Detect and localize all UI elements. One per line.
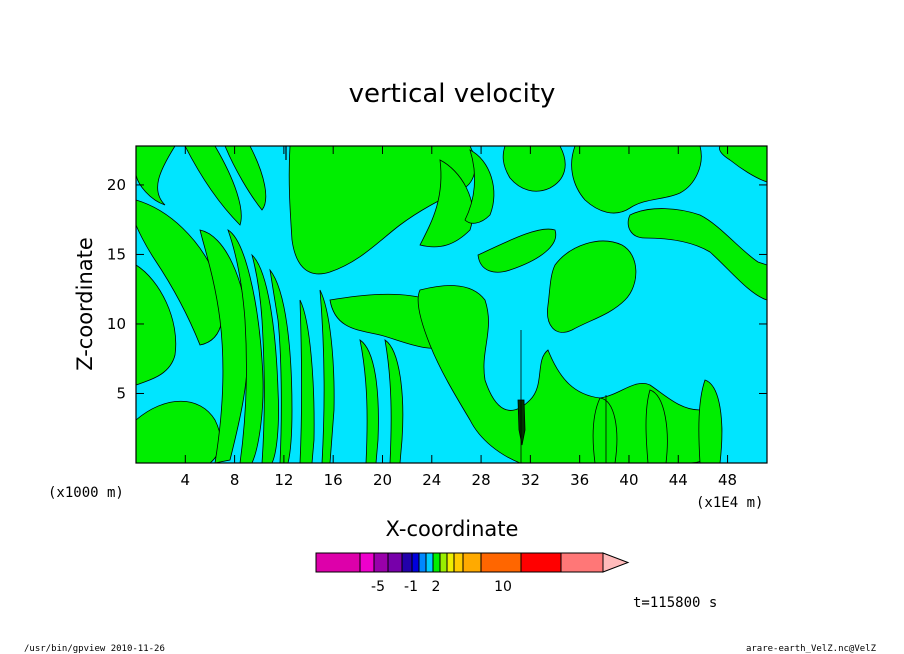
positive-velocity-region bbox=[547, 240, 637, 333]
y-axis: 5 10 15 20 bbox=[107, 176, 767, 402]
positive-velocity-region bbox=[136, 264, 177, 386]
colorbar-bin bbox=[387, 552, 403, 573]
colorbar-bin bbox=[401, 552, 413, 573]
positive-velocity-region bbox=[136, 199, 223, 346]
x-tick-label: 8 bbox=[230, 471, 240, 489]
positive-velocity-region bbox=[645, 389, 668, 463]
plume-core bbox=[517, 399, 526, 446]
x-unit-right: (x1E4 m) bbox=[696, 495, 763, 511]
colorbar-labels: -5 -1 2 10 bbox=[371, 579, 512, 595]
positive-velocity-region bbox=[464, 149, 495, 224]
y-tick-label: 5 bbox=[116, 384, 126, 402]
positive-velocity-region bbox=[227, 229, 264, 463]
positive-velocity-region bbox=[719, 146, 767, 183]
positive-velocity-region bbox=[136, 401, 221, 463]
colorbar-bin bbox=[439, 552, 448, 573]
plot-frame bbox=[135, 145, 768, 464]
colorbar-tick-label: -1 bbox=[404, 579, 418, 595]
positive-velocity-region bbox=[571, 146, 702, 214]
x-tick-label: 48 bbox=[718, 471, 737, 489]
positive-velocity-region bbox=[299, 299, 315, 463]
x-tick-label: 12 bbox=[274, 471, 293, 489]
x-tick-label: 32 bbox=[521, 471, 540, 489]
x-tick-label: 44 bbox=[669, 471, 688, 489]
colorbar-bin bbox=[446, 552, 455, 573]
plot-area bbox=[135, 145, 768, 464]
chart-title: vertical velocity bbox=[349, 79, 556, 109]
positive-velocity-region bbox=[224, 146, 267, 211]
footer-left: /usr/bin/gpview 2010-11-26 bbox=[24, 644, 165, 654]
colorbar-tick-label: 10 bbox=[494, 579, 512, 595]
time-label: t=115800 s bbox=[633, 595, 717, 611]
colorbar-bin bbox=[462, 552, 482, 573]
positive-velocity-region bbox=[592, 397, 618, 463]
positive-velocity-region bbox=[417, 285, 723, 463]
positive-velocity-region bbox=[384, 339, 404, 463]
colorbar-bin bbox=[418, 552, 427, 573]
positive-velocity-region bbox=[359, 339, 379, 463]
footer-right: arare-earth_VelZ.nc@VelZ bbox=[746, 644, 877, 654]
x-tick-label: 16 bbox=[324, 471, 343, 489]
positive-velocity-region bbox=[184, 146, 242, 226]
positive-velocity-region bbox=[251, 253, 279, 463]
positive-velocity-region bbox=[136, 146, 176, 206]
colorbar-bin bbox=[411, 552, 420, 573]
positive-velocity-region bbox=[627, 208, 767, 301]
colorbar bbox=[315, 552, 630, 573]
y-tick-label: 10 bbox=[107, 315, 126, 333]
colorbar-bin bbox=[315, 552, 361, 573]
x-axis-label: X-coordinate bbox=[386, 517, 519, 541]
colorbar-tick-label: 2 bbox=[432, 579, 441, 595]
colorbar-bin bbox=[425, 552, 434, 573]
positive-velocity-region bbox=[419, 159, 474, 248]
positive-velocity-region bbox=[477, 228, 557, 273]
y-tick-label: 15 bbox=[107, 245, 126, 263]
colorbar-tick-label: -5 bbox=[371, 579, 385, 595]
x-tick-label: 36 bbox=[570, 471, 589, 489]
y-tick-label: 20 bbox=[107, 176, 126, 194]
x-tick-label: 40 bbox=[619, 471, 638, 489]
colorbar-bin bbox=[373, 552, 389, 573]
colorbar-bin bbox=[432, 552, 441, 573]
colorbar-bin bbox=[359, 552, 375, 573]
x-tick-label: 20 bbox=[373, 471, 392, 489]
x-tick-label: 4 bbox=[181, 471, 191, 489]
contour-field bbox=[136, 146, 767, 463]
x-tick-label: 24 bbox=[422, 471, 441, 489]
y-axis-label: Z-coordinate bbox=[73, 237, 97, 371]
positive-velocity-region bbox=[269, 268, 293, 463]
positive-velocity-region bbox=[199, 229, 249, 463]
x-tick-label: 28 bbox=[472, 471, 491, 489]
x-axis: 4 8 12 16 20 24 28 32 36 40 44 48 bbox=[181, 146, 737, 489]
positive-velocity-region bbox=[502, 146, 566, 192]
x-unit-left: (x1000 m) bbox=[48, 485, 124, 501]
colorbar-bin bbox=[560, 552, 604, 573]
colorbar-bin bbox=[453, 552, 464, 573]
colorbar-bin bbox=[602, 552, 630, 573]
positive-velocity-region bbox=[319, 289, 335, 463]
colorbar-bin bbox=[520, 552, 562, 573]
positive-velocity-region bbox=[698, 379, 723, 463]
colorbar-bin bbox=[480, 552, 522, 573]
